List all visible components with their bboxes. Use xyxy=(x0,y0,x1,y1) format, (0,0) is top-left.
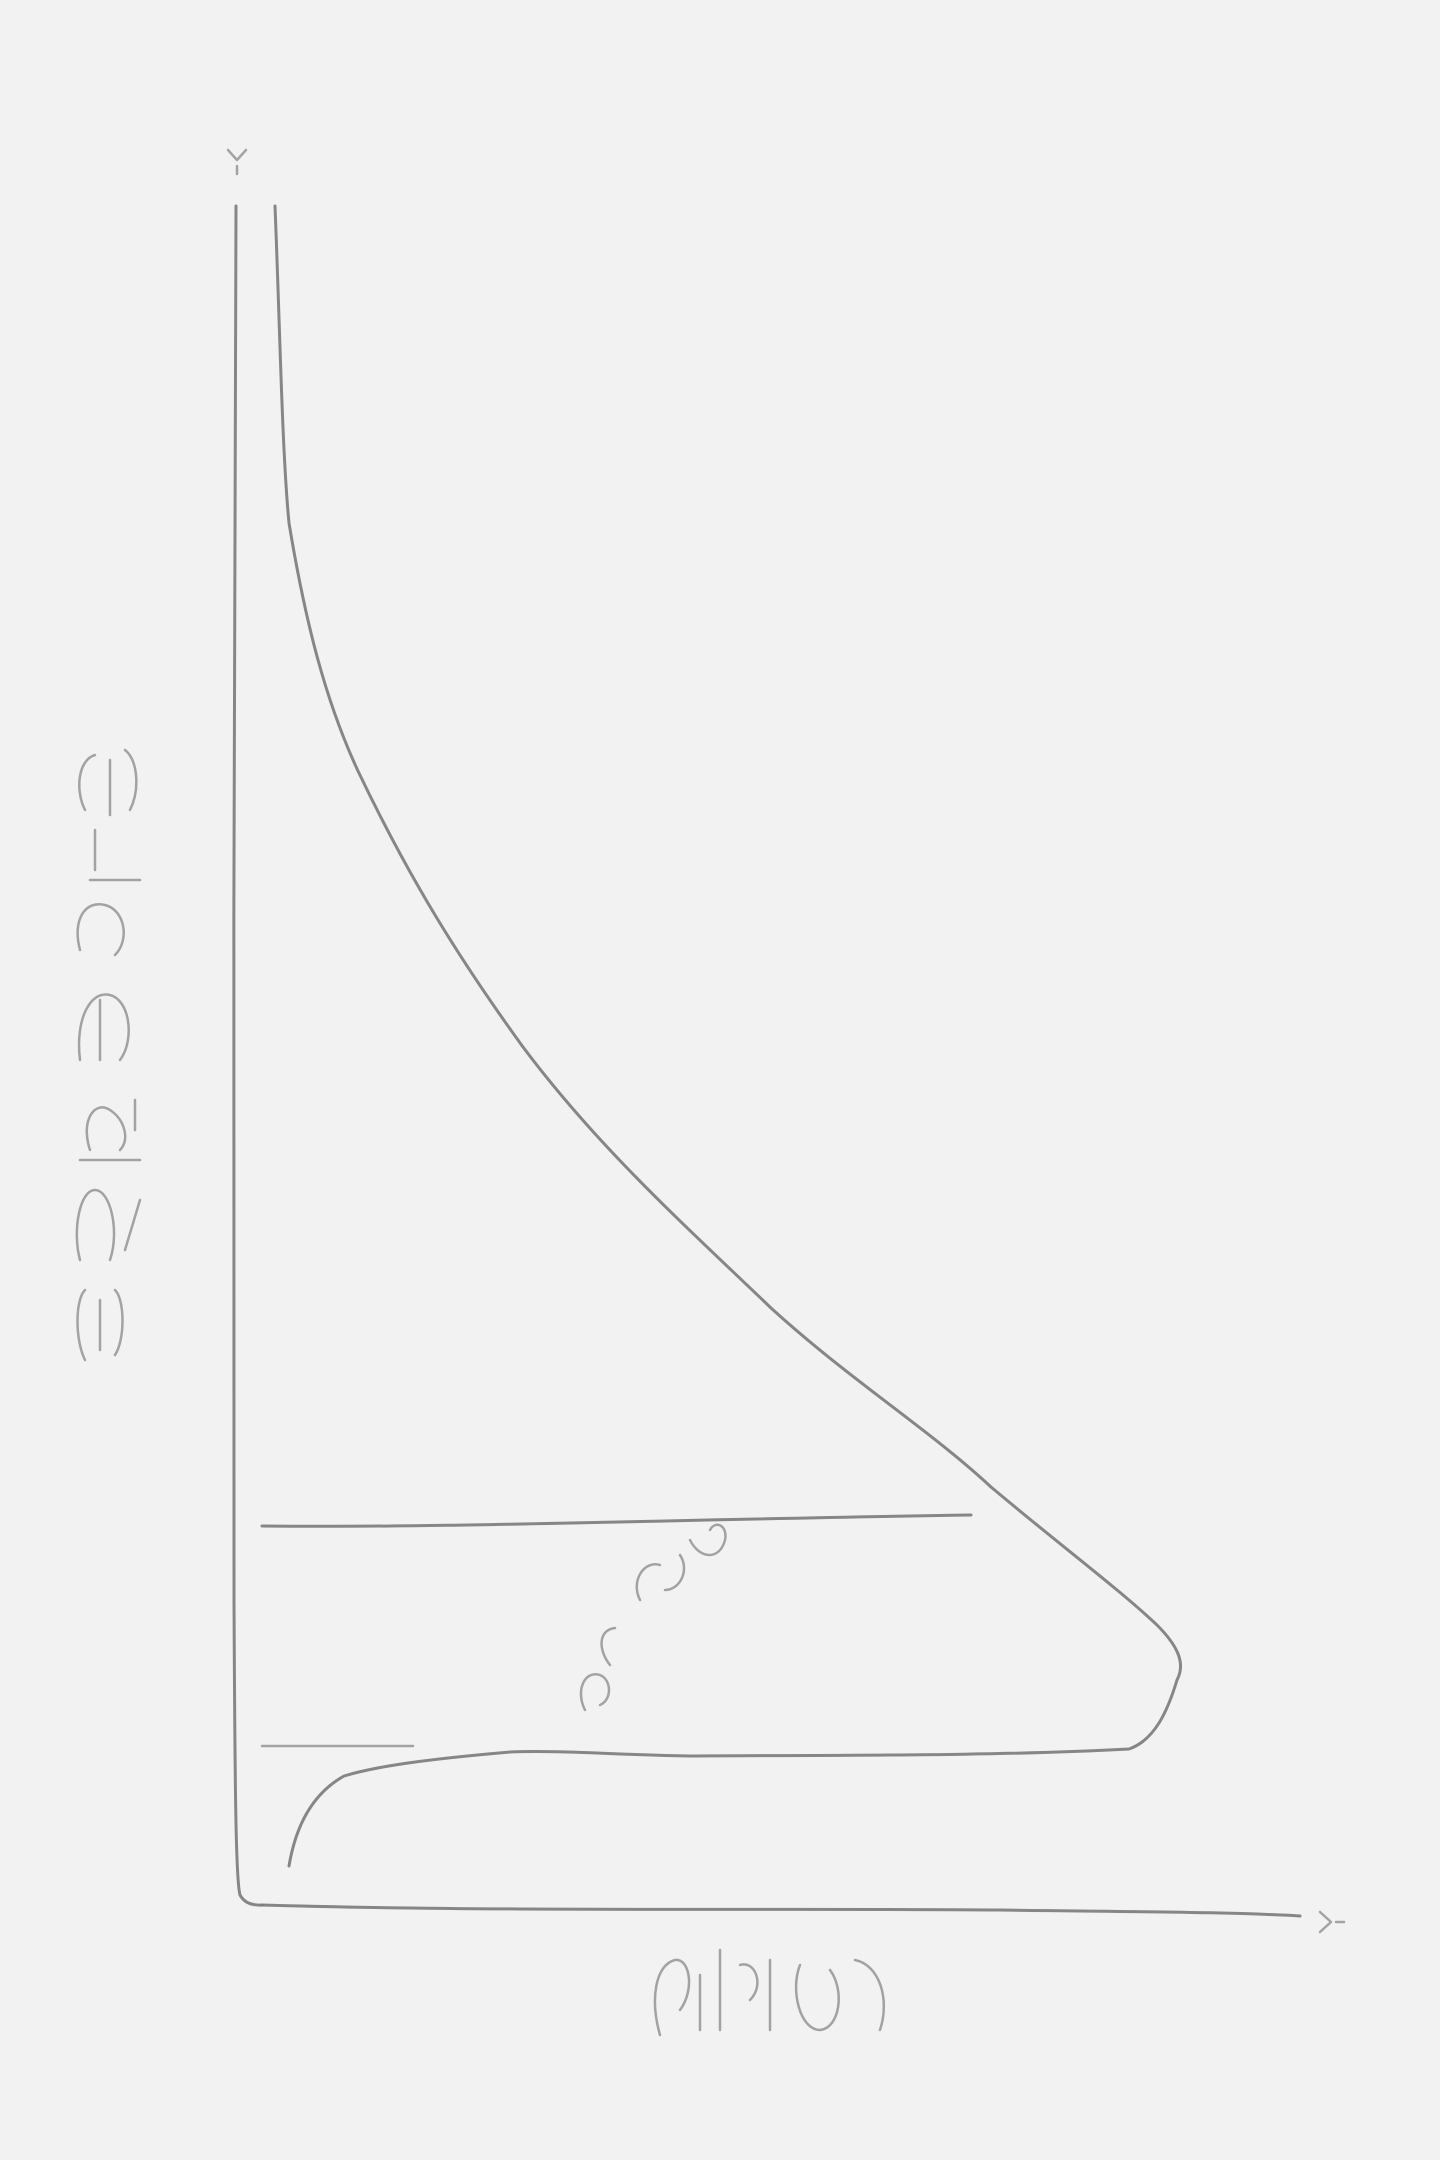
scribble-x-label xyxy=(653,1948,885,2037)
marker-line xyxy=(260,1513,973,1528)
scribble-annotation xyxy=(579,1523,727,1712)
axis-arrow-top xyxy=(226,148,248,176)
curve xyxy=(273,204,1182,1868)
vertical-axis xyxy=(232,204,264,1907)
scribble-y-label xyxy=(75,748,142,1362)
horizontal-axis xyxy=(260,1903,1302,1918)
axis-arrow-right xyxy=(1318,1910,1346,1934)
